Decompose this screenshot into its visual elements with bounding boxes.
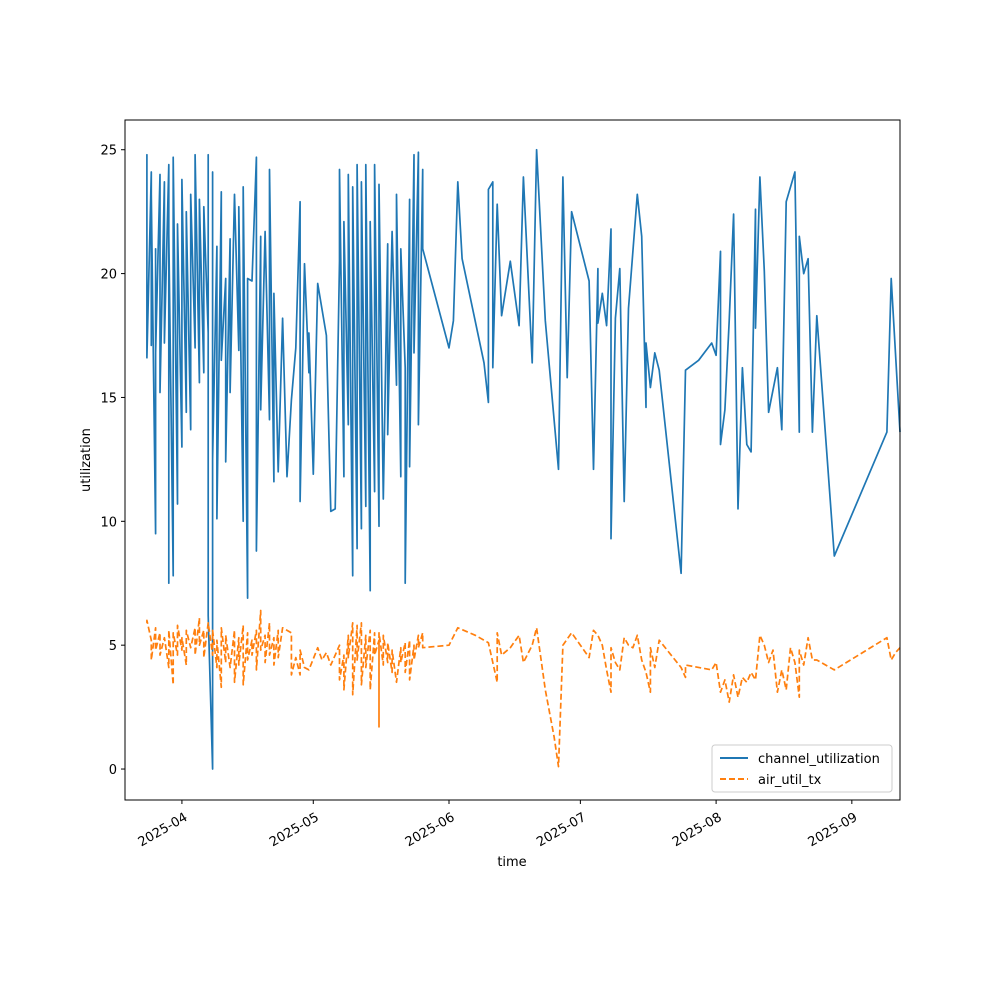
series-line-air-util-tx [146, 609, 901, 768]
series-line-channel-utilization [146, 148, 901, 770]
y-tick-label: 15 [100, 391, 117, 406]
series-layer [146, 148, 901, 770]
y-axis: 0 5 10 15 20 25 [100, 144, 125, 778]
legend-box [711, 744, 893, 793]
legend: channel_utilization air_util_tx [711, 744, 893, 793]
y-tick-label: 20 [100, 268, 117, 283]
y-tick-label: 5 [109, 639, 117, 654]
legend-label-air-util-tx: air_util_tx [758, 773, 822, 788]
y-axis-label: utilization [79, 428, 94, 492]
legend-label-channel-utilization: channel_utilization [758, 752, 880, 767]
y-tick-label: 10 [100, 515, 117, 530]
plot-frame [124, 119, 901, 801]
x-axis-label: time [497, 855, 526, 870]
y-tick-label: 0 [109, 763, 117, 778]
y-tick-label: 25 [100, 144, 117, 159]
